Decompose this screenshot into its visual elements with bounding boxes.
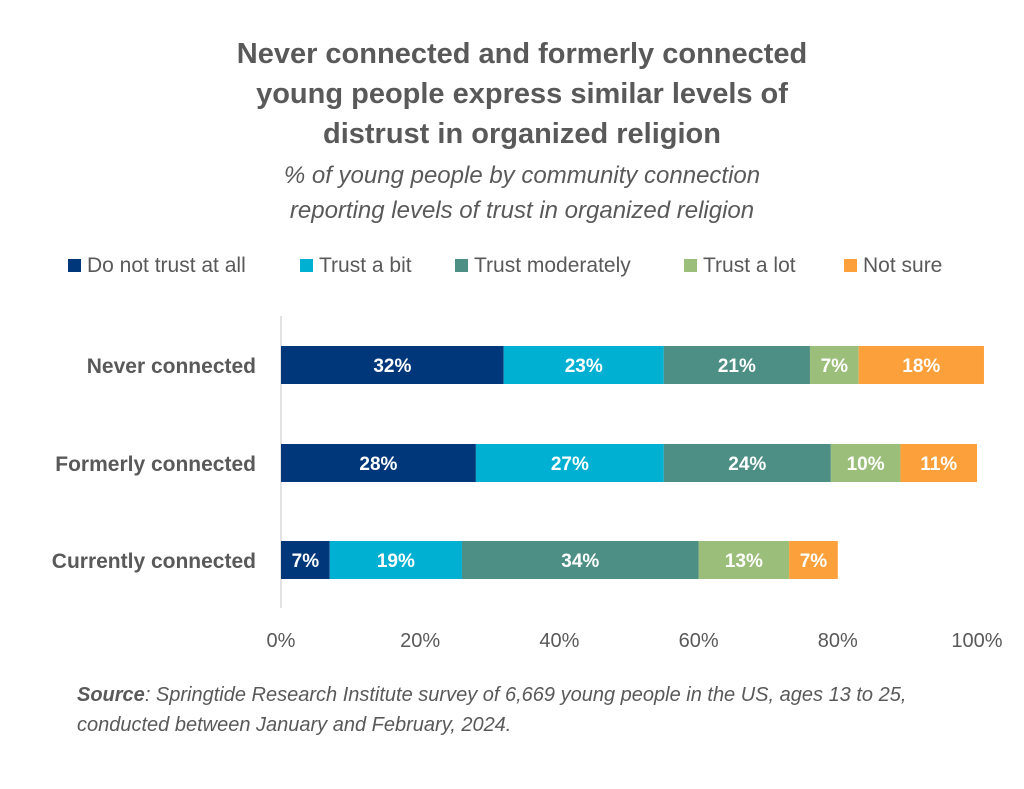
bar-segment	[900, 444, 977, 482]
bar-segment	[329, 541, 462, 579]
bar-segment	[281, 346, 504, 384]
x-tick-label: 100%	[951, 630, 1002, 652]
data-label: 7%	[821, 356, 849, 377]
legend-label: Trust moderately	[474, 254, 631, 277]
bar-segment	[789, 541, 838, 579]
legend-swatch	[300, 259, 313, 272]
data-label: 23%	[565, 356, 603, 377]
legend-label: Trust a lot	[703, 254, 796, 277]
legend-label: Do not trust at all	[87, 254, 246, 277]
legend-swatch	[455, 259, 468, 272]
data-label: 24%	[728, 454, 766, 475]
data-label: 27%	[551, 454, 589, 475]
chart-subtitle-line: reporting levels of trust in organized r…	[289, 197, 755, 224]
legend-item-trust-a-bit: Trust a bit	[300, 252, 412, 280]
legend-item-trust-a-lot: Trust a lot	[684, 252, 796, 280]
bar-segment	[858, 346, 984, 384]
legend-label: Not sure	[863, 254, 943, 277]
x-tick-label: 20%	[400, 630, 440, 652]
data-label: 19%	[377, 551, 415, 572]
chart-title-line: young people express similar levels of	[256, 78, 788, 110]
data-label: 32%	[373, 356, 411, 377]
data-label: 10%	[847, 454, 885, 475]
legend-swatch	[844, 259, 857, 272]
legend-item-not-sure: Not sure	[844, 252, 942, 280]
legend-swatch	[68, 259, 81, 272]
data-label: 7%	[292, 551, 320, 572]
bar-segment	[809, 346, 859, 384]
x-tick-label: 40%	[539, 630, 579, 652]
data-label: 34%	[561, 551, 599, 572]
data-label: 18%	[902, 356, 940, 377]
legend-label: Trust a bit	[319, 254, 412, 277]
bar-segment	[503, 346, 664, 384]
data-label: 13%	[725, 551, 763, 572]
x-tick-label: 80%	[818, 630, 858, 652]
category-label: Formerly connected	[55, 453, 256, 476]
bar-segment	[663, 346, 810, 384]
bar-segment	[663, 444, 831, 482]
legend-item-trust-moderately: Trust moderately	[455, 252, 631, 280]
bar-segment	[698, 541, 790, 579]
legend-swatch	[684, 259, 697, 272]
data-label: 21%	[718, 356, 756, 377]
data-label: 11%	[920, 454, 957, 475]
x-tick-label: 0%	[267, 630, 296, 652]
data-label: 28%	[359, 454, 397, 475]
chart-subtitle-line: % of young people by community connectio…	[283, 162, 761, 189]
legend-item-do-not-trust: Do not trust at all	[68, 252, 246, 280]
source-text: : Springtide Research Institute survey o…	[77, 684, 907, 736]
category-label: Currently connected	[52, 550, 256, 573]
chart-title-line: Never connected and formerly connected	[236, 38, 808, 70]
x-tick-label: 60%	[679, 630, 719, 652]
bar-segment	[830, 444, 901, 482]
bar-segment	[281, 541, 330, 579]
chart-title-line: distrust in organized religion	[323, 118, 721, 150]
chart-subtitle: % of young people by community connectio…	[0, 158, 1024, 228]
category-label: Never connected	[87, 355, 256, 378]
bar-segment	[461, 541, 699, 579]
source-note: Source: Springtide Research Institute su…	[77, 680, 977, 740]
data-label: 7%	[800, 551, 828, 572]
chart-title: Never connected and formerly connected y…	[0, 34, 1024, 154]
bar-segment	[281, 444, 476, 482]
source-label: Source	[77, 684, 145, 706]
bar-segment	[475, 444, 664, 482]
